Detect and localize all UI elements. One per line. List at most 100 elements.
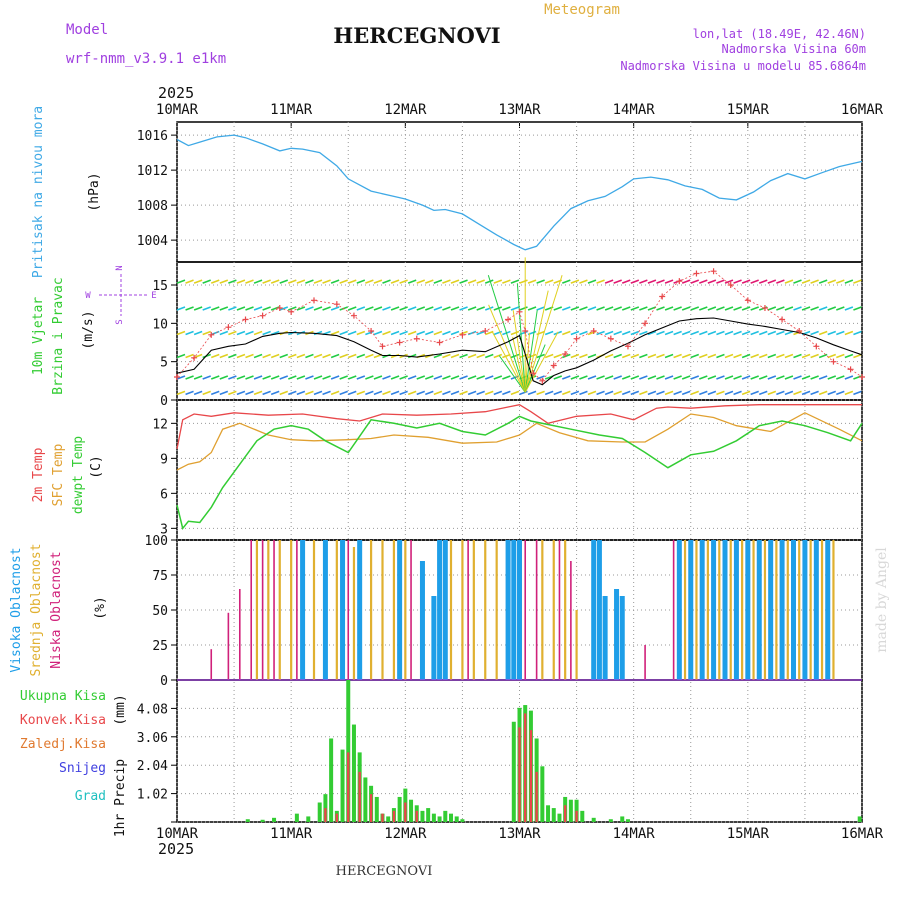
model-label: Model	[66, 22, 108, 38]
wind-arrow	[279, 375, 289, 380]
wind-arrow	[288, 390, 297, 396]
wind-arrow	[733, 390, 742, 396]
gust-marker	[550, 362, 557, 369]
gust-marker	[396, 339, 403, 346]
wind-arrow	[647, 375, 657, 380]
legend-total: Ukupna Kisa	[20, 689, 106, 704]
wind-arrow	[524, 331, 559, 393]
precip-bar	[381, 813, 384, 822]
x-tick-label: 16MAR	[841, 102, 884, 118]
cloud-bar	[832, 540, 835, 680]
wind-arrow	[228, 330, 237, 336]
wind-arrow	[776, 279, 785, 284]
wind-arrow	[210, 353, 220, 359]
y-tick-label: 3	[160, 522, 168, 537]
wind-arrow	[313, 279, 323, 284]
x-tick-label: 11MAR	[270, 102, 313, 118]
cloud-bar	[722, 540, 728, 680]
x-tick-label: 14MAR	[613, 102, 656, 118]
wind-arrow	[699, 279, 708, 284]
page-title: HERCEGNOVI	[333, 23, 500, 48]
wind-arrow	[707, 375, 717, 380]
wind-arrow	[827, 375, 837, 380]
wind-arrow	[639, 330, 648, 336]
cloud-ylabel-unit: (%)	[93, 596, 108, 619]
wind-arrow	[596, 330, 605, 336]
wind-arrow	[836, 353, 845, 359]
cloud-bar	[745, 540, 751, 680]
cloud-bar	[238, 589, 241, 680]
wind-arrow	[758, 330, 768, 336]
wind-arrow	[450, 353, 460, 359]
wind-arrow	[416, 330, 426, 336]
x-tick-label: 15MAR	[727, 102, 770, 118]
wind-arrow	[202, 375, 211, 380]
wind-arrow	[758, 279, 768, 284]
x-tick-label: 12MAR	[384, 826, 427, 842]
wind-arrow	[681, 390, 691, 396]
wind-arrow	[347, 353, 357, 359]
y-tick-label: 1016	[137, 129, 168, 144]
wind-arrow	[373, 330, 383, 336]
wind-arrow	[193, 375, 203, 380]
y-tick-label: 0	[160, 674, 168, 689]
wind-arrow	[836, 390, 845, 396]
wind-arrow	[844, 353, 854, 359]
wind-arrow	[339, 390, 348, 396]
gust-marker	[379, 343, 386, 350]
wind-arrow	[810, 279, 819, 284]
wind-arrow	[176, 353, 186, 359]
wind-arrow	[579, 306, 588, 311]
wind-arrow	[493, 390, 503, 396]
cloud-bar	[437, 540, 443, 680]
precip-bar	[420, 810, 425, 822]
wind-arrow	[450, 330, 460, 336]
precip-bar	[557, 813, 562, 822]
cloud-series	[300, 540, 831, 680]
cloud-bar	[461, 540, 464, 680]
gust-marker	[744, 297, 751, 304]
cloud-bar	[442, 540, 448, 680]
wind-arrow	[330, 375, 340, 380]
wind-arrow	[498, 355, 526, 393]
gust-marker	[562, 351, 569, 357]
wind-arrow	[630, 279, 640, 284]
wind-arrow	[228, 353, 237, 359]
precip-bar	[260, 819, 265, 822]
wind-arrow	[202, 390, 211, 396]
cloud-bar	[786, 540, 789, 680]
legend-frozen: Zaledj.Kisa	[20, 737, 106, 752]
precip-bar	[272, 817, 277, 822]
compass-south: S	[115, 319, 125, 324]
product-name: Meteogram	[544, 2, 620, 18]
x-year-bottom: 2025	[158, 840, 194, 858]
precip-bar	[443, 810, 448, 822]
cloud-bar	[296, 540, 298, 680]
wind-arrow	[399, 306, 408, 311]
x-tick-label: 12MAR	[384, 102, 427, 118]
cloud-bar	[472, 540, 475, 680]
gust-marker	[225, 324, 232, 331]
wind-arrow	[245, 306, 254, 311]
wind-arrow	[433, 375, 443, 380]
wind-arrow	[330, 279, 340, 284]
pressure-ylabel: Pritisak na nivou mora (hPa)	[31, 106, 102, 278]
wind-arrow	[484, 306, 494, 311]
gust-marker	[830, 358, 837, 365]
wind-arrow	[844, 306, 854, 311]
precip-bar	[437, 816, 442, 822]
wind-arrow	[536, 390, 545, 396]
wind-arrow	[587, 375, 597, 380]
wind-arrow	[296, 353, 306, 359]
wind-arrow	[459, 375, 468, 380]
wind-arrow	[450, 390, 460, 396]
wind-arrow	[647, 390, 657, 396]
wind-arrow	[467, 353, 477, 359]
gust-marker	[242, 316, 249, 323]
wind-arrow	[210, 279, 220, 284]
y-tick-label: 1012	[137, 164, 168, 179]
wind-arrow	[836, 279, 845, 284]
wind-arrow	[707, 306, 717, 311]
wind-arrow	[562, 279, 571, 284]
wind-arrow	[219, 279, 229, 284]
